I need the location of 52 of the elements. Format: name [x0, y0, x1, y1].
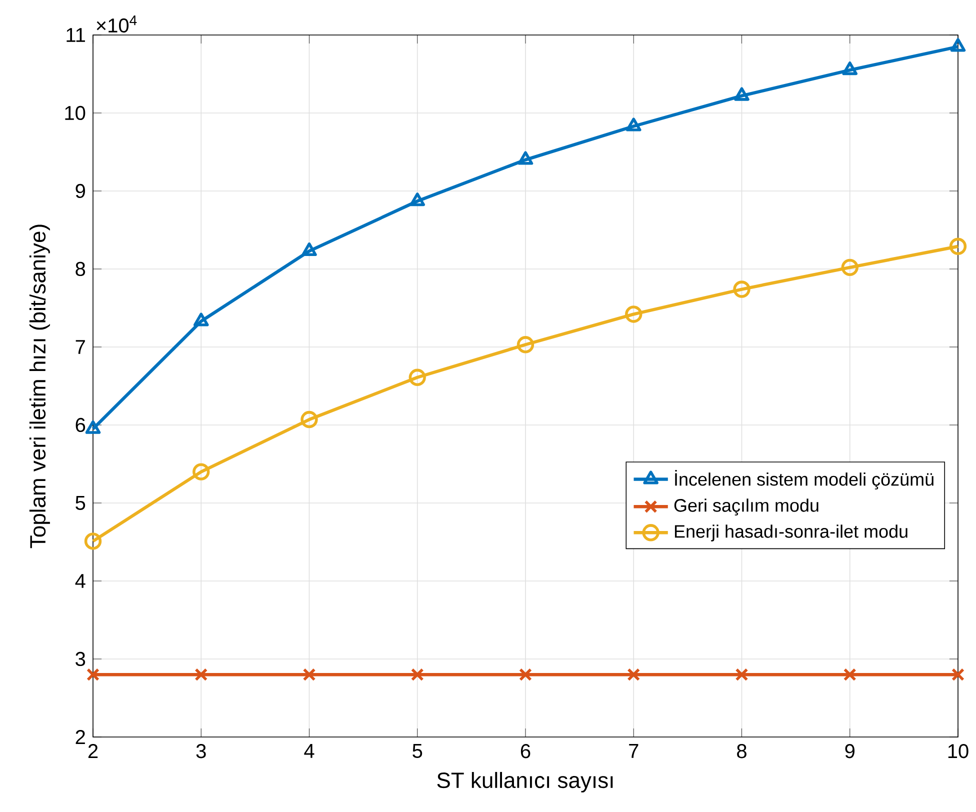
x-tick-label: 9	[845, 744, 854, 758]
x-tick-label: 6	[520, 744, 530, 758]
point	[300, 410, 318, 428]
y-tick-label: 10	[65, 106, 86, 120]
point	[733, 280, 750, 298]
point	[302, 242, 317, 256]
text: ×10$^{4}$	[96, 16, 137, 33]
point	[843, 668, 856, 682]
x-tick-label: 7	[629, 744, 638, 758]
y-tick-label: 11	[66, 28, 85, 42]
legend-label: Enerji hasadı-sonra-ilet modu	[674, 524, 908, 542]
point	[408, 368, 426, 386]
point	[192, 463, 210, 480]
y-tick-label: 9	[76, 184, 86, 198]
point	[627, 668, 640, 682]
x-tick-label: 5	[412, 744, 422, 758]
point	[86, 668, 100, 682]
legend-label: İncelenen sistem modeli çözümü	[675, 470, 934, 490]
x-tick-label: 4	[304, 744, 314, 758]
point	[951, 668, 964, 682]
y-tick-label: 6	[76, 418, 86, 432]
point	[950, 38, 966, 52]
x-axis-title: ST kullanıcı sayısı	[437, 772, 613, 792]
y-tick-label: 4	[75, 574, 86, 588]
x-tick-label: 3	[196, 744, 206, 758]
x-tick-label: 10	[948, 744, 968, 758]
y-tick-label: 8	[76, 262, 86, 276]
point	[841, 258, 858, 276]
y-tick-label: 2	[76, 730, 85, 744]
point	[734, 87, 750, 101]
point	[410, 668, 424, 682]
y-tick-label: 3	[76, 652, 86, 666]
point	[410, 192, 426, 206]
point	[625, 306, 642, 323]
y-axis-title: Toplam veri iletim hızı (bit/saniye)	[29, 224, 50, 548]
point	[949, 238, 967, 255]
point	[84, 532, 102, 550]
point	[626, 118, 642, 132]
point	[735, 668, 748, 682]
point	[302, 668, 316, 682]
point	[194, 668, 208, 682]
x-tick-label: 2	[88, 744, 98, 758]
point	[842, 61, 858, 76]
y-tick-label: 7	[76, 340, 85, 354]
legend-label: Geri saçılım modu	[674, 498, 818, 516]
y-tick-label: 5	[76, 496, 86, 510]
point	[518, 151, 534, 165]
point	[85, 420, 101, 434]
point	[519, 668, 532, 682]
point	[516, 336, 534, 354]
x-tick-label: 8	[737, 744, 746, 758]
point	[193, 312, 209, 326]
